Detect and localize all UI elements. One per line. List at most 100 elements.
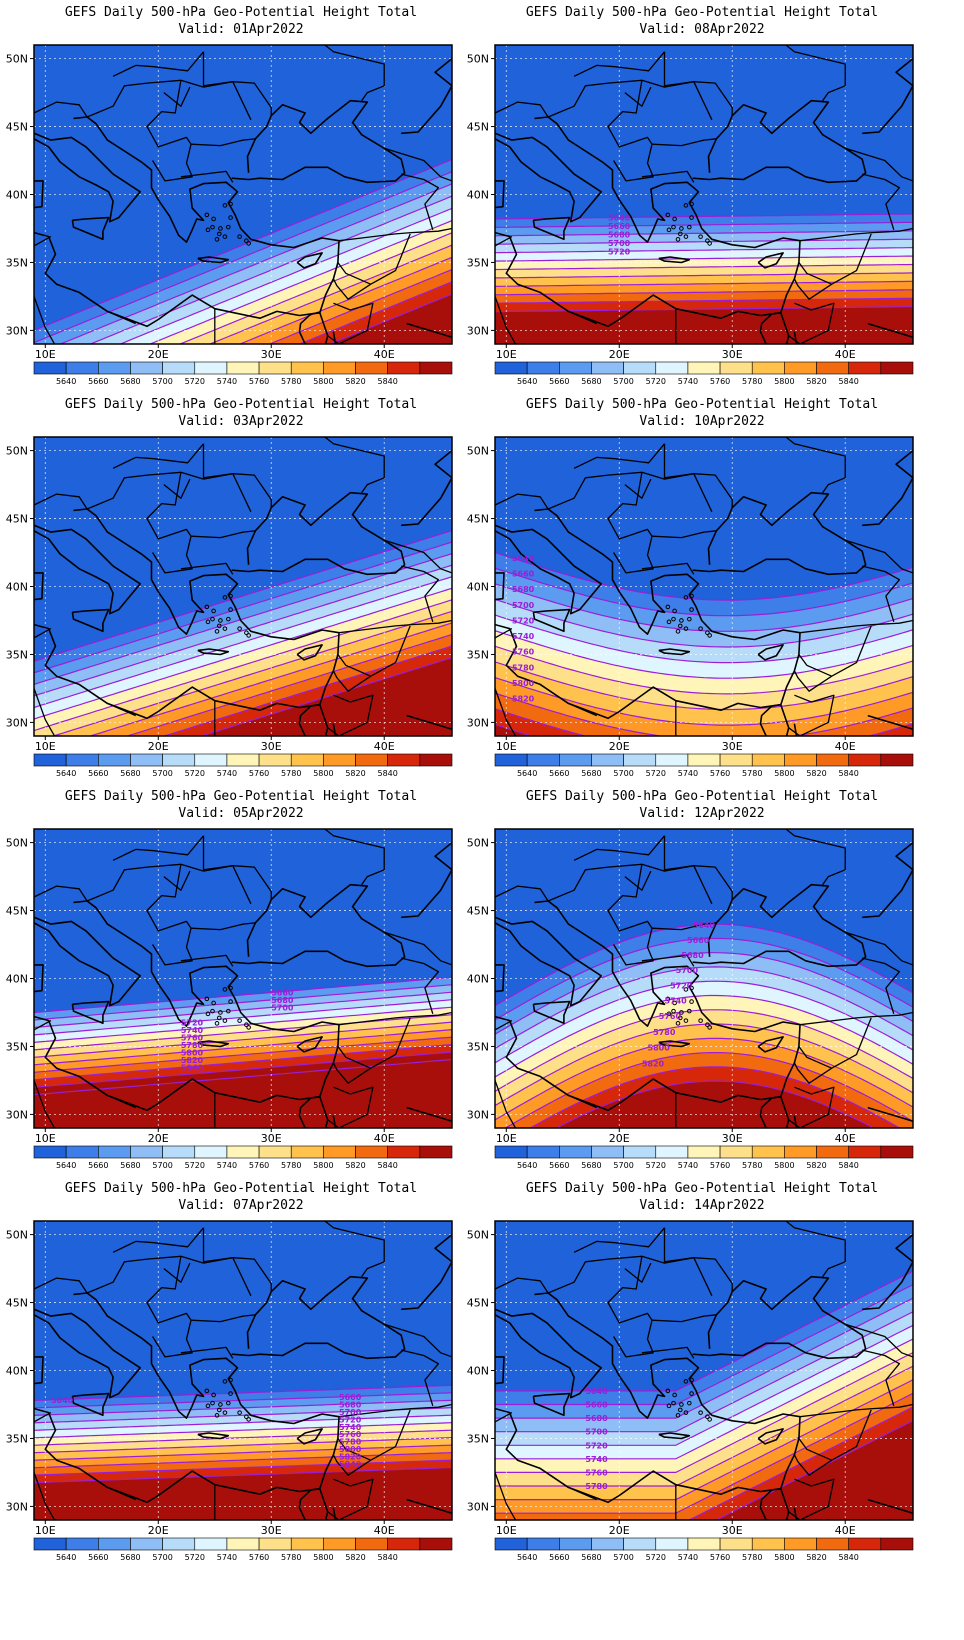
coastline: [692, 1275, 867, 1360]
island: [226, 616, 231, 622]
coastline: [532, 1000, 571, 1025]
country-border: [862, 173, 901, 230]
lat-label: 35N: [6, 256, 28, 269]
colorbar-swatch: [655, 1145, 689, 1159]
colorbar-swatch: [65, 1145, 99, 1159]
country-border: [607, 472, 654, 574]
lat-label: 50N: [467, 837, 489, 850]
country-border: [798, 1017, 872, 1069]
coastline: [495, 1356, 505, 1385]
colorbar: 5640 5660 5680 5700 5720 5740 5760 5780 5800 5820…: [494, 1537, 914, 1562]
lat-label: 40N: [467, 1365, 489, 1378]
country-border: [793, 1454, 833, 1476]
coastline: [495, 1308, 602, 1399]
country-border: [845, 1323, 913, 1358]
colorbar-swatch: [719, 1145, 753, 1159]
island: [216, 1407, 222, 1413]
coastline: [658, 648, 691, 656]
map-panel: 50N 45N 40N 35N 30N 10E 20E 30E 40E 5640 5660 5680 5…: [0, 0, 482, 410]
colorbar-swatch: [194, 1537, 228, 1551]
contour-line: [34, 1044, 452, 1081]
country-border: [107, 1094, 136, 1109]
colorbar-swatch: [848, 361, 882, 375]
coastline: [867, 322, 913, 338]
island: [689, 985, 694, 991]
contour-line: [148, 220, 452, 344]
lon-label: 20E: [148, 740, 169, 753]
lat-label: 50N: [6, 837, 28, 850]
island: [218, 618, 223, 623]
contour-line: [495, 952, 913, 1035]
lon-label: 30E: [722, 1524, 743, 1537]
contour-line: [268, 268, 452, 344]
country-border: [799, 619, 913, 634]
coastline: [495, 916, 602, 1007]
coastline: [406, 1106, 452, 1122]
colorbar-swatch: [784, 753, 817, 767]
island: [666, 619, 672, 625]
island: [216, 231, 222, 237]
country-border: [495, 1020, 517, 1128]
lat-label: 30N: [467, 1500, 489, 1513]
lat-label: 45N: [467, 905, 489, 918]
country-border: [495, 628, 517, 736]
island: [211, 1000, 216, 1006]
country-border: [624, 870, 652, 891]
colorbar-label: 5780: [281, 377, 301, 386]
contour-line: [34, 1051, 452, 1088]
country-border: [845, 931, 913, 966]
island: [214, 237, 220, 242]
country-border: [784, 829, 846, 886]
lon-label: 10E: [496, 1132, 517, 1145]
colorbar-swatch: [33, 361, 67, 375]
country-border: [607, 80, 654, 182]
coastline: [401, 841, 452, 919]
coastline: [406, 1498, 452, 1514]
contour-line: [495, 1037, 913, 1121]
country-border: [568, 1094, 597, 1109]
lon-label: 10E: [35, 348, 56, 361]
contour-band: [34, 1059, 452, 1128]
colorbar-swatch: [258, 1145, 292, 1159]
contour-label: 5700: [512, 601, 535, 610]
contour-band: [495, 708, 913, 736]
colorbar-swatch: [623, 1537, 657, 1551]
island: [205, 1403, 211, 1409]
lat-label: 40N: [467, 973, 489, 986]
island: [222, 987, 228, 992]
island: [683, 987, 689, 992]
lon-label: 40E: [835, 348, 856, 361]
colorbar-swatch: [130, 1145, 163, 1159]
coastline: [862, 449, 913, 527]
lat-label: 40N: [6, 189, 28, 202]
island: [205, 1011, 211, 1017]
colorbar-swatch: [655, 1537, 689, 1551]
contour-line: [34, 1029, 452, 1066]
lon-label: 20E: [148, 1132, 169, 1145]
country-border: [146, 1256, 193, 1358]
coastline: [862, 841, 913, 919]
island: [698, 1018, 703, 1023]
lat-label: 30N: [467, 324, 489, 337]
country-border: [651, 530, 717, 539]
colorbar-swatch: [98, 361, 131, 375]
colorbar-swatch: [65, 361, 99, 375]
contour-line: [34, 587, 452, 720]
valid-date: Valid: 12Apr2022: [639, 806, 765, 821]
colorbar-swatch: [848, 1145, 882, 1159]
colorbar-swatch: [130, 753, 163, 767]
island: [672, 608, 677, 614]
colorbar-label: 5740: [217, 1161, 237, 1170]
lon-label: 40E: [374, 348, 395, 361]
contour-line: [495, 1338, 913, 1460]
colorbar-label: 5740: [678, 1553, 698, 1562]
country-border: [190, 1314, 256, 1323]
contour-label: 5780: [585, 1482, 608, 1491]
colorbar-label: 5640: [517, 1553, 537, 1562]
island: [204, 996, 210, 1002]
valid-date: Valid: 08Apr2022: [639, 22, 765, 37]
contour-line: [495, 645, 913, 695]
island: [205, 619, 211, 625]
